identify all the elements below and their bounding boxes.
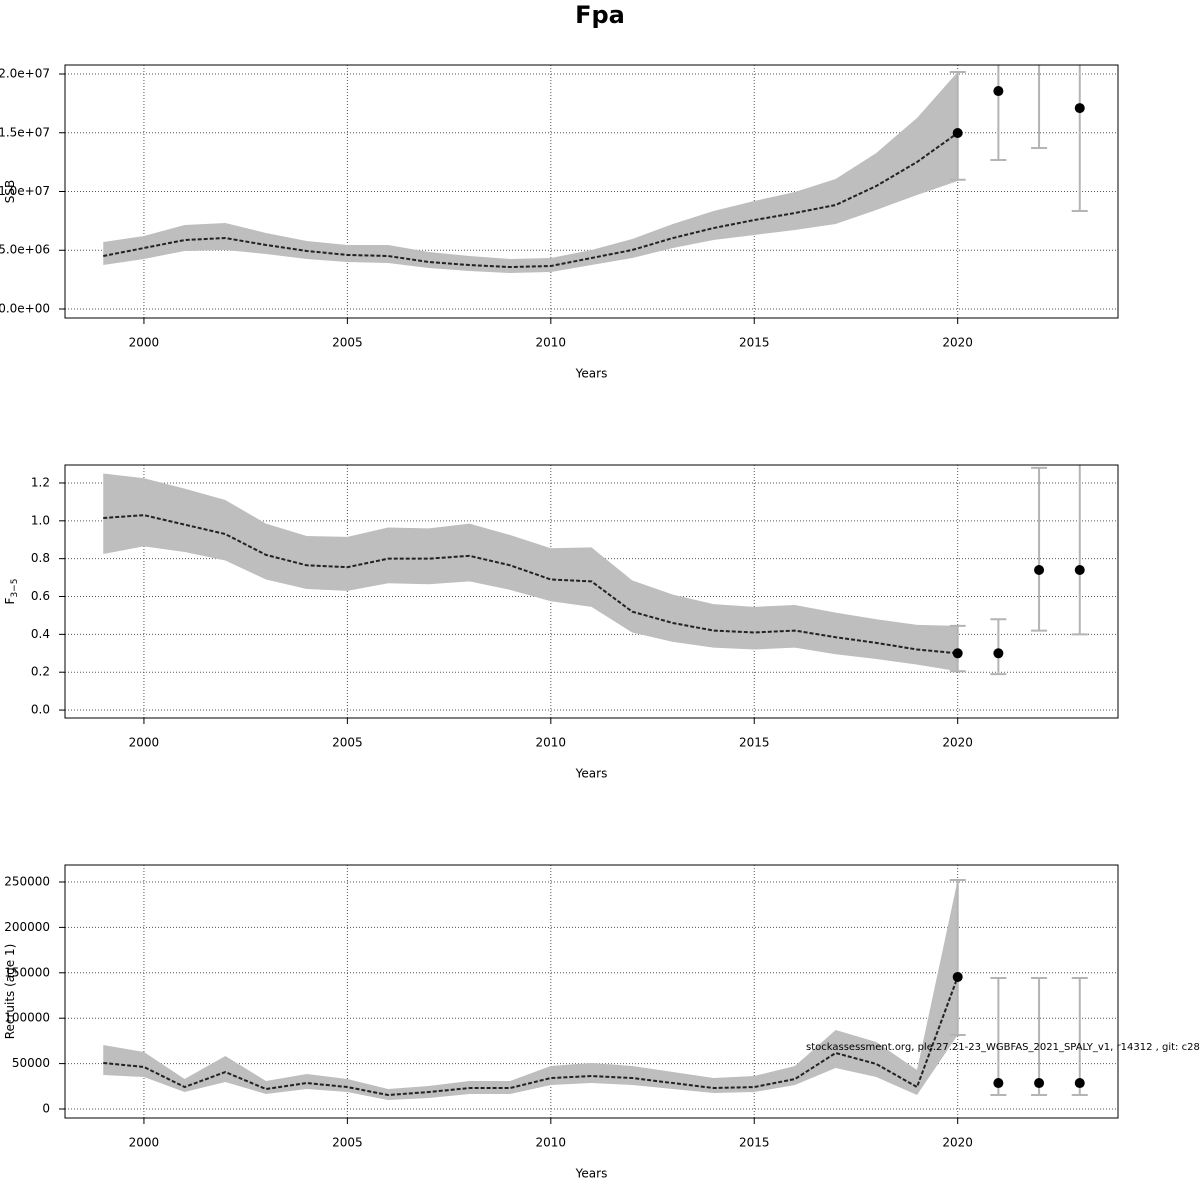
- point: [952, 971, 963, 982]
- plot-frame: [64, 64, 1119, 319]
- y-tick-label: 250000: [4, 874, 50, 888]
- y-tick-label: 0: [42, 1102, 50, 1116]
- confidence-band: [103, 879, 958, 1101]
- y-tick-label: 1.0: [31, 513, 50, 527]
- x-tick-label: 2015: [739, 336, 770, 350]
- x-tick-label: 2020: [942, 736, 973, 750]
- x-tick-label: 2000: [129, 336, 160, 350]
- x-tick-label: 2000: [129, 1136, 160, 1150]
- y-axis-label-subscript: 3−5: [10, 579, 20, 598]
- x-axis-label: Years: [575, 767, 608, 781]
- y-tick-label: 1.5e+07: [0, 125, 50, 139]
- y-tick-label: 0.2: [31, 665, 50, 679]
- point: [952, 127, 963, 138]
- x-axis-label: Years: [575, 1167, 608, 1181]
- point: [1034, 565, 1045, 576]
- y-tick-label: 0.6: [31, 589, 50, 603]
- point: [993, 1078, 1004, 1089]
- x-tick-label: 2020: [942, 1136, 973, 1150]
- y-axis-label: F3−5: [3, 579, 20, 605]
- x-tick-label: 2010: [536, 336, 567, 350]
- y-tick-label: 150000: [4, 965, 50, 979]
- point: [993, 86, 1004, 97]
- y-axis-label: Recruits (age 1): [3, 944, 17, 1040]
- confidence-band: [103, 72, 958, 274]
- y-tick-label: 2.0e+07: [0, 67, 50, 81]
- point: [1034, 1078, 1045, 1089]
- y-tick-label: 50000: [12, 1056, 50, 1070]
- x-axis-label: Years: [575, 367, 608, 381]
- y-axis-label: SSB: [3, 180, 17, 203]
- plot-frame: [64, 864, 1119, 1119]
- y-axis-label-text: SSB: [3, 180, 17, 203]
- plot-frame: [64, 464, 1119, 719]
- y-tick-label: 1.0e+07: [0, 184, 50, 198]
- y-tick-label: 0.0: [31, 703, 50, 717]
- estimate-line: [103, 976, 959, 1097]
- x-tick-label: 2000: [129, 736, 160, 750]
- annotation: stockassessment.org, ple.27.21-23_WGBFAS…: [806, 1042, 1200, 1053]
- y-tick-label: 0.8: [31, 551, 50, 565]
- y-axis-label-text: F: [3, 597, 17, 604]
- x-tick-label: 2015: [739, 736, 770, 750]
- x-tick-label: 2005: [332, 336, 363, 350]
- y-tick-label: 200000: [4, 920, 50, 934]
- estimate-line: [103, 132, 959, 269]
- x-tick-label: 2010: [536, 736, 567, 750]
- point: [993, 648, 1004, 659]
- y-tick-label: 100000: [4, 1011, 50, 1025]
- x-tick-label: 2005: [332, 736, 363, 750]
- point: [1074, 565, 1085, 576]
- y-tick-label: 0.0e+00: [0, 301, 50, 315]
- y-tick-label: 0.4: [31, 627, 50, 641]
- estimate-line: [103, 514, 958, 655]
- figure-title: Fpa: [575, 1, 625, 29]
- y-axis-label-text: Recruits (age 1): [3, 944, 17, 1040]
- y-tick-label: 5.0e+06: [0, 243, 50, 257]
- x-tick-label: 2015: [739, 1136, 770, 1150]
- point: [1074, 103, 1085, 114]
- x-tick-label: 2020: [942, 336, 973, 350]
- point: [952, 648, 963, 659]
- y-tick-label: 1.2: [31, 475, 50, 489]
- x-tick-label: 2010: [536, 1136, 567, 1150]
- x-tick-label: 2005: [332, 1136, 363, 1150]
- point: [1074, 1078, 1085, 1089]
